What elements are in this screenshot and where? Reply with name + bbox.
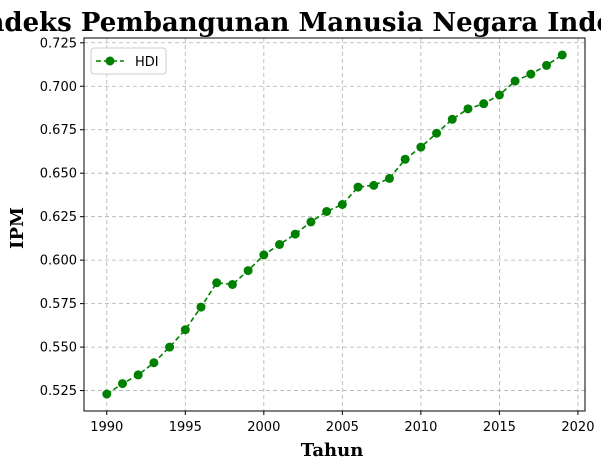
data-point — [196, 302, 206, 312]
x-axis-label: Tahun — [301, 440, 364, 461]
y-tick-label: 0.650 — [40, 167, 77, 182]
data-point — [117, 379, 127, 389]
data-point — [243, 266, 253, 276]
y-tick-label: 0.600 — [40, 254, 77, 269]
x-axis-ticks: 1990 1995 2000 2005 2010 2015 2020 — [90, 411, 594, 435]
data-point — [479, 99, 489, 109]
data-point — [400, 154, 410, 164]
data-point — [353, 182, 363, 192]
data-point — [542, 60, 552, 70]
data-point — [133, 370, 143, 380]
y-tick-label: 0.675 — [40, 123, 77, 138]
data-point — [526, 69, 536, 79]
y-axis-ticks: 0.525 0.550 0.575 0.600 0.625 0.650 0.675 0.700… — [40, 36, 84, 399]
data-point — [494, 90, 504, 100]
data-point — [463, 104, 473, 114]
data-point — [290, 229, 300, 239]
data-point — [557, 50, 567, 60]
data-point — [259, 250, 269, 260]
data-point — [306, 217, 316, 227]
legend: HDI — [90, 47, 167, 75]
data-point — [510, 76, 520, 86]
data-point — [180, 325, 190, 335]
x-tick-label: 2000 — [247, 420, 280, 435]
y-axis-label: IPM — [7, 207, 28, 249]
data-point — [369, 180, 379, 190]
data-point — [212, 278, 222, 288]
data-point — [102, 389, 112, 399]
data-point — [149, 358, 159, 368]
legend-label-hdi: HDI — [135, 55, 159, 70]
data-point — [165, 342, 175, 352]
data-point — [447, 114, 457, 124]
data-point — [416, 142, 426, 152]
series-hdi — [102, 50, 567, 399]
data-point — [322, 206, 332, 216]
y-tick-label: 0.525 — [40, 384, 77, 399]
data-point — [384, 173, 394, 183]
data-point — [337, 200, 347, 210]
x-tick-label: 2015 — [483, 420, 516, 435]
plot-frame — [83, 37, 586, 412]
x-tick-label: 2020 — [561, 420, 594, 435]
x-tick-label: 1990 — [90, 420, 123, 435]
series-line-hdi — [106, 54, 563, 395]
grid-lines — [84, 38, 585, 411]
chart-title: Indeks Pembangunan Manusia Negara Indone… — [0, 8, 601, 38]
y-tick-label: 0.550 — [40, 341, 77, 356]
x-tick-label: 1995 — [169, 420, 202, 435]
y-tick-label: 0.700 — [40, 80, 77, 95]
data-point — [275, 239, 285, 249]
x-tick-label: 2005 — [326, 420, 359, 435]
y-tick-label: 0.725 — [40, 36, 77, 51]
legend-marker — [105, 56, 115, 66]
x-tick-label: 2010 — [404, 420, 437, 435]
legend-box — [90, 47, 167, 75]
y-tick-label: 0.625 — [40, 210, 77, 225]
data-point — [227, 279, 237, 289]
y-tick-label: 0.575 — [40, 297, 77, 312]
data-point — [432, 128, 442, 138]
